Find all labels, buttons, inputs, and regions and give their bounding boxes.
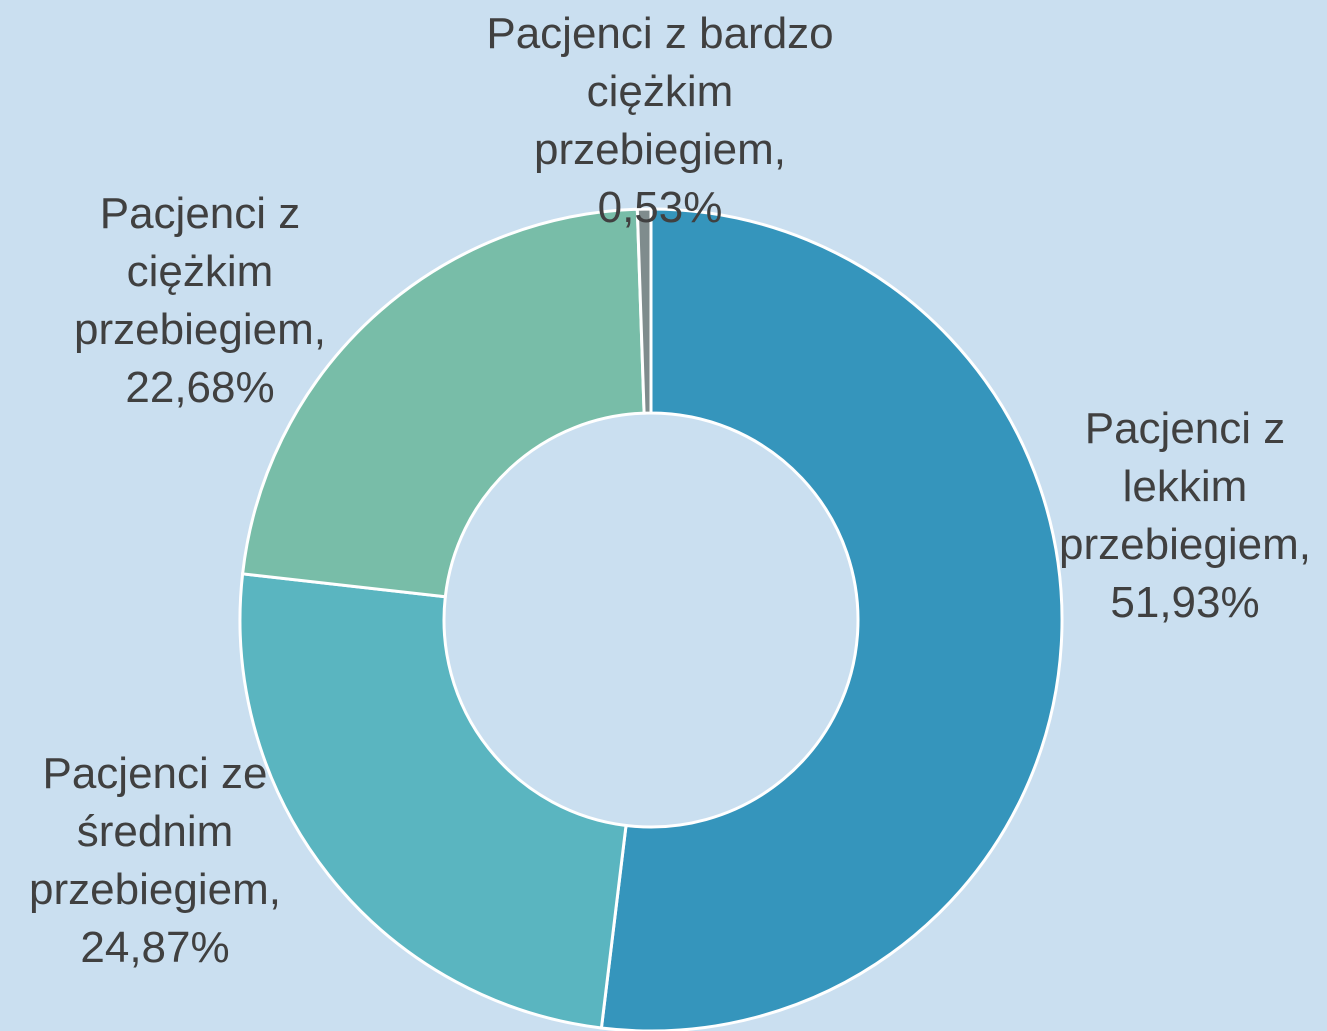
slice-label: Pacjenci z bardzo ciężkim przebiegiem, 0,…	[480, 5, 840, 237]
value-label: 22,68%	[125, 363, 275, 412]
donut-slice	[635, 207, 653, 415]
donut-slice	[240, 207, 646, 599]
category-label: Pacjenci z bardzo ciężkim przebiegiem,	[486, 9, 834, 174]
donut-slice	[599, 207, 1064, 1031]
slice-label: Pacjenci z lekkim przebiegiem, 51,93%	[1040, 400, 1327, 632]
value-label: 24,87%	[80, 923, 230, 972]
donut-slice	[238, 572, 628, 1030]
value-label: 0,53%	[597, 183, 723, 232]
category-label: Pacjenci z lekkim przebiegiem,	[1059, 404, 1311, 569]
category-label: Pacjenci ze średnim przebiegiem,	[29, 749, 281, 914]
slice-label: Pacjenci ze średnim przebiegiem, 24,87%	[10, 745, 300, 977]
slice-label: Pacjenci z ciężkim przebiegiem, 22,68%	[50, 185, 350, 417]
category-label: Pacjenci z ciężkim przebiegiem,	[74, 189, 326, 354]
value-label: 51,93%	[1110, 578, 1260, 627]
